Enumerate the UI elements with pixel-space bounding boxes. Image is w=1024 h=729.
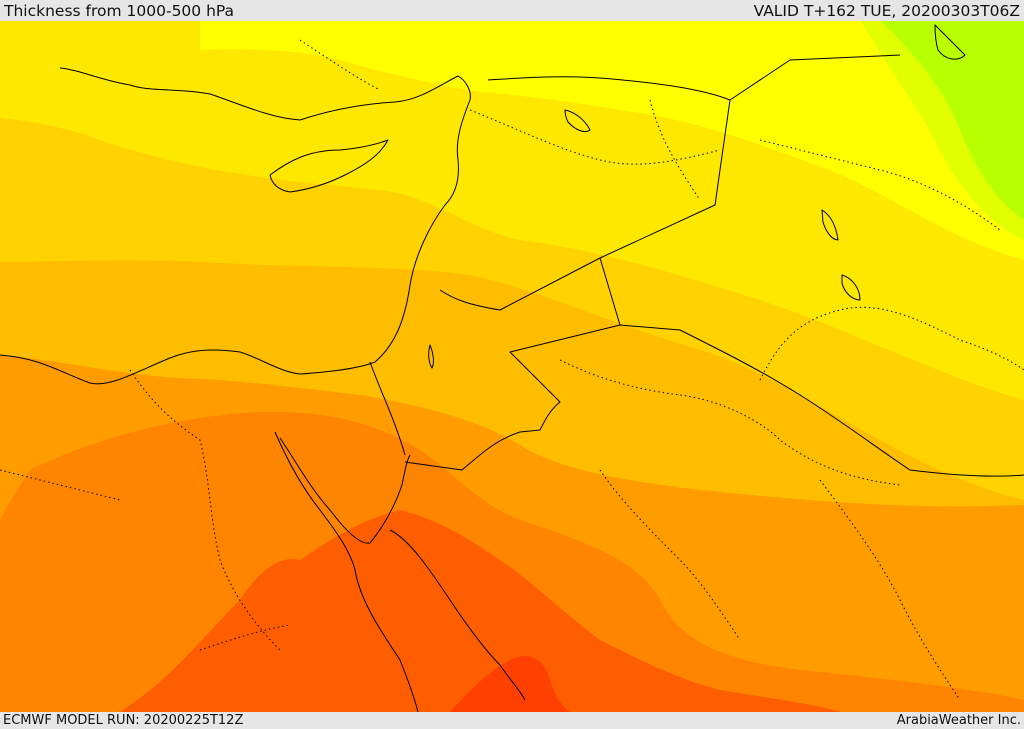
map-title: Thickness from 1000-500 hPa xyxy=(4,1,235,20)
dotted-border-2 xyxy=(559,359,901,486)
valid-time: VALID T+162 TUE, 20200303T06Z xyxy=(753,1,1020,20)
coastline-cyprus xyxy=(269,139,389,193)
coastline-med xyxy=(0,67,471,385)
coastline-lake xyxy=(564,109,591,133)
field-yellow xyxy=(200,21,1024,260)
coastline-dead-sea xyxy=(428,344,434,369)
field-red-orange xyxy=(450,656,570,712)
border-egypt-israel xyxy=(369,361,406,456)
dotted-border-1 xyxy=(129,369,281,651)
border-syria-jordan xyxy=(439,257,601,311)
thickness-map xyxy=(0,21,1024,712)
coastline-lake-east xyxy=(821,209,839,241)
footer-bar: ECMWF MODEL RUN: 20200225T12Z ArabiaWeat… xyxy=(0,712,1024,729)
border-iraq-saudi xyxy=(619,324,1024,477)
map-canvas xyxy=(0,21,1024,712)
field-orange-red xyxy=(120,510,840,712)
coastline-gulf-suez-west xyxy=(274,431,419,712)
dotted-border-11 xyxy=(199,624,291,651)
coastline-sinai xyxy=(279,437,411,544)
dotted-border-4 xyxy=(819,479,961,701)
model-run: ECMWF MODEL RUN: 20200225T12Z xyxy=(3,713,244,728)
coastline-red-sea-east xyxy=(389,529,526,701)
coastline-lake-east-2 xyxy=(841,274,861,301)
province-borders xyxy=(0,39,1024,701)
dotted-border-9 xyxy=(0,469,121,501)
coastlines xyxy=(0,24,966,712)
header-bar: Thickness from 1000-500 hPa VALID T+162 … xyxy=(0,0,1024,21)
border-turkey-syria xyxy=(487,76,731,101)
dotted-border-8 xyxy=(759,306,1024,381)
field-lime xyxy=(880,21,1024,220)
country-borders xyxy=(369,54,1024,477)
credit: ArabiaWeather Inc. xyxy=(896,713,1021,728)
thickness-field xyxy=(0,21,1024,712)
coastline-northeast xyxy=(934,24,966,60)
